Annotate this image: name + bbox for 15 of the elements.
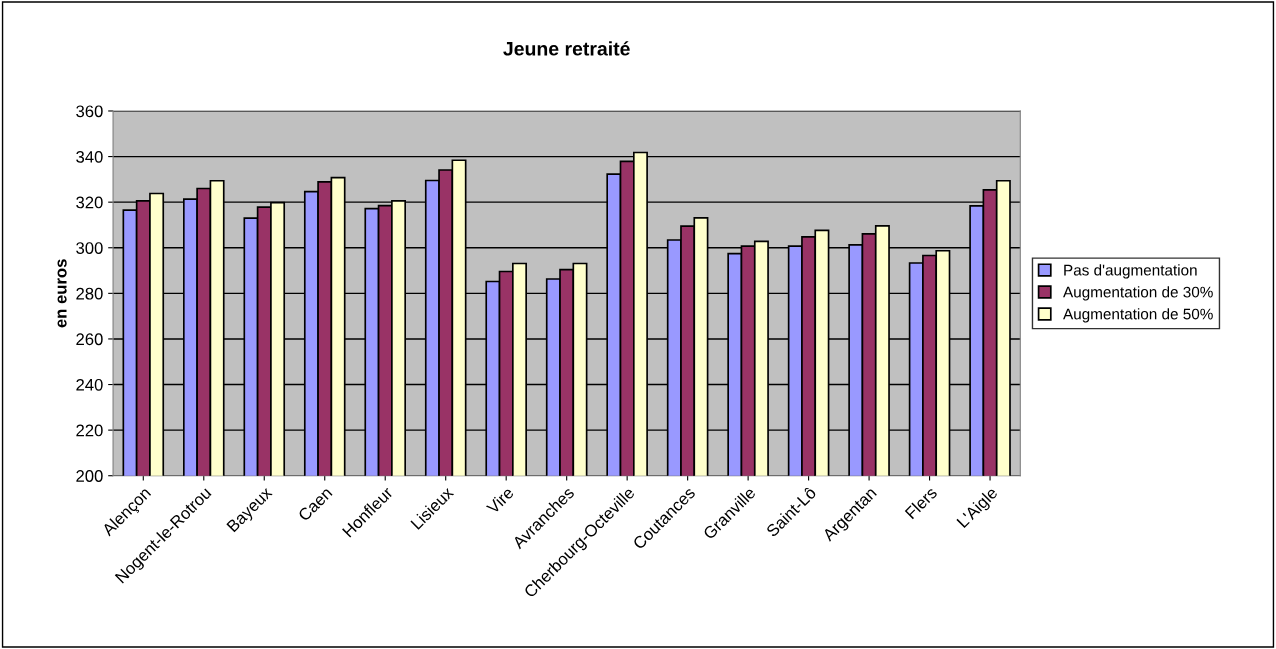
y-tick-label: 300 [76, 242, 103, 254]
y-tick-label: 220 [76, 424, 103, 437]
chart-title: Jeune retraité [503, 41, 630, 56]
y-tick-label: 280 [76, 287, 103, 300]
y-tick-label: 340 [76, 150, 103, 163]
y-axis-title: en euros [57, 259, 67, 328]
y-tick-label: 320 [76, 196, 103, 209]
legend-label: Augmentation de 30% [1063, 286, 1213, 301]
y-tick-label: 360 [76, 105, 103, 118]
legend-label: Augmentation de 50% [1063, 308, 1213, 323]
y-tick-label: 240 [76, 378, 103, 391]
x-tick-label: Vire [485, 485, 515, 515]
y-tick-label: 200 [76, 470, 103, 482]
y-tick-label: 260 [76, 333, 103, 346]
legend-label: Pas d'augmentation [1064, 264, 1197, 279]
